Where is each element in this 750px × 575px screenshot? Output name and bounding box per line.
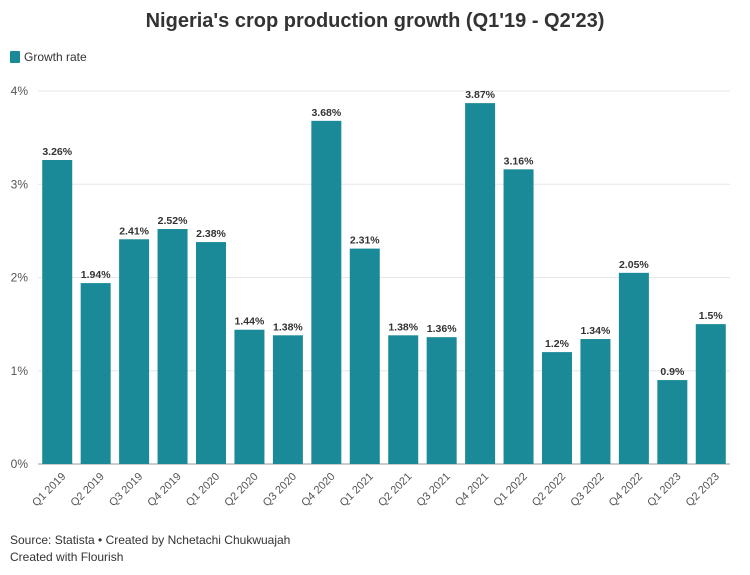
bar <box>503 169 534 464</box>
x-tick-label: Q1 2023 <box>645 471 683 509</box>
bar <box>426 337 457 464</box>
x-tick-label: Q1 2020 <box>184 471 222 509</box>
legend: Growth rate <box>10 50 87 64</box>
data-label: 1.5% <box>699 310 724 322</box>
data-label: 1.44% <box>235 316 265 328</box>
bar <box>234 329 265 464</box>
x-tick-label: Q4 2022 <box>607 471 645 509</box>
y-tick-label: 0% <box>11 457 29 471</box>
data-label: 3.68% <box>311 107 341 119</box>
data-label: 1.38% <box>273 321 303 333</box>
bar <box>618 272 649 464</box>
legend-swatch <box>10 51 20 63</box>
y-tick-label: 4% <box>11 84 29 98</box>
data-label: 2.31% <box>350 235 380 247</box>
bar <box>311 120 342 464</box>
chart-title: Nigeria's crop production growth (Q1'19 … <box>145 10 605 32</box>
x-tick-label: Q2 2021 <box>376 471 414 509</box>
x-tick-label: Q1 2022 <box>491 471 529 509</box>
bar <box>196 242 226 464</box>
bar <box>349 248 380 464</box>
data-label: 1.38% <box>388 321 418 333</box>
source-note: Source: Statista • Created by Nchetachi … <box>10 533 291 547</box>
bar <box>80 283 111 464</box>
x-tick-label: Q3 2019 <box>107 471 145 509</box>
data-label: 3.87% <box>465 89 495 101</box>
x-tick-label: Q3 2021 <box>415 471 453 509</box>
x-tick-label: Q2 2019 <box>69 471 107 509</box>
chart-footer: Source: Statista • Created by Nchetachi … <box>10 532 290 566</box>
flourish-credit: Created with Flourish <box>10 550 124 564</box>
bar <box>657 380 688 464</box>
data-label: 3.16% <box>504 155 534 167</box>
x-tick-label: Q2 2020 <box>222 471 260 509</box>
x-tick-label: Q3 2020 <box>261 471 299 509</box>
data-label: 2.38% <box>196 228 226 240</box>
data-label: 3.26% <box>42 146 72 158</box>
y-tick-label: 1% <box>11 364 29 378</box>
y-tick-label: 3% <box>11 177 29 191</box>
x-tick-label: Q4 2021 <box>453 471 491 509</box>
y-tick-label: 2% <box>11 271 29 285</box>
data-label: 2.05% <box>619 259 649 271</box>
bar <box>119 239 150 464</box>
bar <box>695 324 726 464</box>
legend-label: Growth rate <box>24 50 87 64</box>
x-tick-label: Q3 2022 <box>568 471 606 509</box>
data-label: 2.52% <box>158 215 188 227</box>
bar <box>272 335 303 464</box>
x-tick-label: Q2 2022 <box>530 471 568 509</box>
bar <box>157 229 188 464</box>
x-tick-label: Q2 2023 <box>684 471 722 509</box>
bar <box>465 103 496 464</box>
x-tick-label: Q4 2020 <box>299 471 337 509</box>
bar <box>580 339 611 464</box>
data-label: 0.9% <box>660 366 685 378</box>
x-tick-label: Q1 2019 <box>30 471 68 509</box>
x-tick-label: Q1 2021 <box>338 471 376 509</box>
data-label: 2.41% <box>119 225 149 237</box>
bar <box>388 335 419 464</box>
bar <box>42 160 73 464</box>
data-label: 1.94% <box>81 269 111 281</box>
data-label: 1.36% <box>427 323 457 335</box>
bar <box>542 352 572 464</box>
x-tick-label: Q4 2019 <box>145 471 183 509</box>
data-label: 1.2% <box>545 338 570 350</box>
data-label: 1.34% <box>581 325 611 337</box>
